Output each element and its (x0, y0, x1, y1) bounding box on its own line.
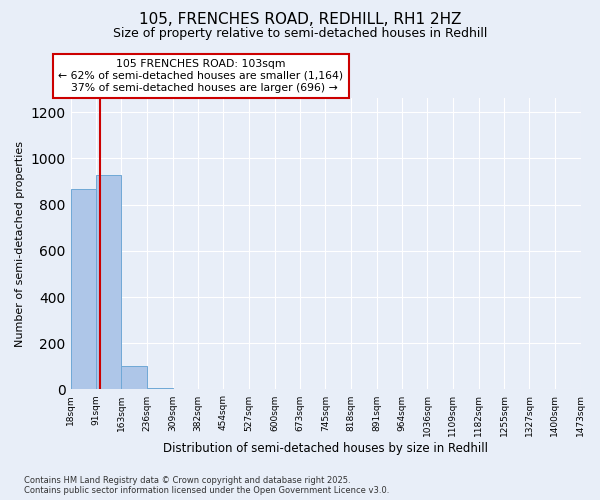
Text: Contains HM Land Registry data © Crown copyright and database right 2025.
Contai: Contains HM Land Registry data © Crown c… (24, 476, 389, 495)
Text: Size of property relative to semi-detached houses in Redhill: Size of property relative to semi-detach… (113, 28, 487, 40)
Text: 105 FRENCHES ROAD: 103sqm
← 62% of semi-detached houses are smaller (1,164)
  37: 105 FRENCHES ROAD: 103sqm ← 62% of semi-… (58, 60, 343, 92)
Y-axis label: Number of semi-detached properties: Number of semi-detached properties (15, 141, 25, 347)
Bar (71, 189, 96, 390)
Bar (96, 176, 121, 390)
Bar (147, 388, 173, 390)
Text: 105, FRENCHES ROAD, REDHILL, RH1 2HZ: 105, FRENCHES ROAD, REDHILL, RH1 2HZ (139, 12, 461, 28)
X-axis label: Distribution of semi-detached houses by size in Redhill: Distribution of semi-detached houses by … (163, 442, 488, 455)
Bar (121, 366, 147, 390)
